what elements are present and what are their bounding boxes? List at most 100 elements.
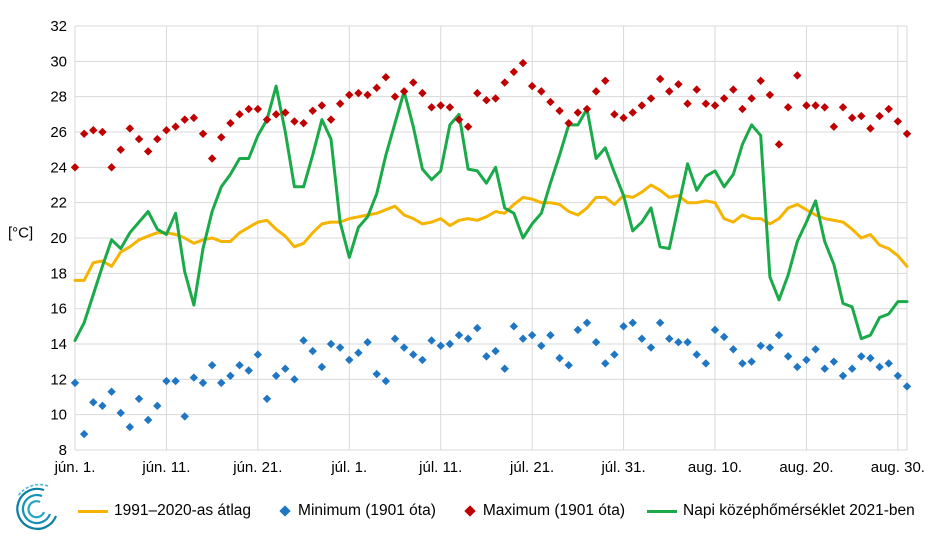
series-point-1 bbox=[674, 338, 683, 347]
series-point-1 bbox=[308, 346, 317, 356]
series-point-2 bbox=[79, 129, 89, 138]
series-point-2 bbox=[281, 108, 290, 117]
series-point-2 bbox=[409, 78, 418, 87]
series-point-2 bbox=[363, 90, 372, 100]
series-point-2 bbox=[546, 97, 555, 107]
series-point-2 bbox=[226, 118, 235, 128]
series-point-2 bbox=[665, 87, 674, 96]
x-tick-label: jún. 21. bbox=[232, 459, 282, 476]
series-point-2 bbox=[884, 104, 893, 114]
chart-grid bbox=[74, 25, 908, 451]
y-tick-label: 26 bbox=[50, 124, 67, 141]
series-point-2 bbox=[756, 76, 765, 85]
series-point-2 bbox=[473, 88, 482, 98]
legend-swatch-average bbox=[78, 509, 108, 513]
series-point-1 bbox=[783, 352, 793, 361]
series-point-1 bbox=[893, 371, 903, 380]
series-point-2 bbox=[857, 111, 866, 121]
y-tick-label: 16 bbox=[50, 301, 67, 318]
legend-swatch-2021 bbox=[647, 509, 678, 513]
series-point-2 bbox=[793, 71, 802, 80]
series-point-2 bbox=[692, 85, 701, 94]
series-point-2 bbox=[153, 134, 162, 144]
series-point-2 bbox=[747, 94, 756, 103]
series-point-1 bbox=[207, 361, 217, 370]
series-point-1 bbox=[299, 336, 308, 345]
series-point-2 bbox=[866, 124, 875, 133]
series-point-2 bbox=[372, 83, 381, 93]
series-point-1 bbox=[537, 341, 546, 350]
legend-label-minimum: Minimum (1901 óta) bbox=[298, 502, 436, 519]
x-tick-label: aug. 10. bbox=[688, 459, 742, 476]
series-point-2 bbox=[98, 127, 107, 137]
series-point-2 bbox=[436, 101, 445, 110]
series-point-2 bbox=[902, 129, 912, 138]
series-point-2 bbox=[335, 99, 345, 108]
series-point-1 bbox=[601, 359, 610, 368]
series-point-1 bbox=[290, 375, 299, 384]
series-line-3 bbox=[73, 84, 909, 342]
series-point-2 bbox=[783, 103, 793, 112]
series-point-1 bbox=[884, 359, 893, 368]
series-point-1 bbox=[646, 343, 656, 352]
chart-series bbox=[70, 58, 912, 439]
series-point-1 bbox=[765, 343, 775, 352]
series-point-2 bbox=[564, 118, 573, 128]
series-point-2 bbox=[89, 126, 98, 135]
series-point-1 bbox=[564, 361, 573, 370]
series-point-2 bbox=[299, 118, 308, 128]
x-tick-label: júl. 1. bbox=[330, 459, 367, 476]
series-point-2 bbox=[829, 122, 839, 131]
series-point-1 bbox=[518, 334, 528, 343]
series-point-2 bbox=[253, 104, 263, 114]
series-point-2 bbox=[591, 87, 601, 96]
x-tick-label: júl. 31. bbox=[600, 459, 645, 476]
series-point-2 bbox=[527, 81, 537, 91]
series-point-2 bbox=[134, 134, 144, 144]
series-point-1 bbox=[445, 339, 455, 349]
series-point-2 bbox=[290, 117, 299, 126]
y-tick-label: 12 bbox=[50, 371, 67, 388]
series-point-1 bbox=[79, 429, 89, 439]
series-point-1 bbox=[98, 401, 107, 411]
series-point-1 bbox=[335, 343, 345, 352]
series-point-1 bbox=[217, 378, 226, 388]
series-point-1 bbox=[591, 338, 601, 347]
series-point-2 bbox=[171, 122, 180, 131]
series-point-2 bbox=[765, 90, 775, 100]
series-point-1 bbox=[345, 355, 354, 365]
series-point-1 bbox=[582, 318, 592, 327]
series-point-2 bbox=[189, 113, 199, 123]
legend-item-maximum: Maximum (1901 óta) bbox=[458, 502, 625, 520]
series-point-2 bbox=[847, 113, 857, 123]
series-point-2 bbox=[308, 106, 317, 115]
series-point-1 bbox=[427, 336, 436, 345]
y-tick-label: 8 bbox=[59, 442, 67, 459]
series-point-2 bbox=[509, 67, 519, 77]
series-point-1 bbox=[271, 371, 281, 380]
series-point-2 bbox=[445, 103, 455, 112]
y-tick-label: 28 bbox=[50, 89, 67, 106]
legend-item-minimum: Minimum (1901 óta) bbox=[273, 502, 436, 520]
series-point-2 bbox=[463, 122, 473, 131]
series-point-2 bbox=[710, 101, 720, 110]
series-point-1 bbox=[409, 350, 418, 359]
series-point-2 bbox=[838, 103, 848, 112]
y-tick-label: 10 bbox=[50, 407, 67, 424]
series-point-2 bbox=[500, 78, 509, 87]
series-point-1 bbox=[793, 362, 802, 372]
series-point-1 bbox=[235, 361, 244, 370]
series-point-1 bbox=[244, 366, 253, 375]
series-point-1 bbox=[546, 330, 555, 340]
series-point-2 bbox=[390, 92, 400, 101]
y-tick-label: 32 bbox=[50, 18, 67, 35]
series-point-2 bbox=[601, 76, 610, 85]
series-point-2 bbox=[701, 99, 711, 108]
series-point-1 bbox=[418, 355, 427, 365]
series-point-2 bbox=[637, 101, 647, 110]
series-point-2 bbox=[454, 115, 464, 124]
series-point-2 bbox=[573, 108, 583, 117]
series-point-1 bbox=[317, 362, 327, 372]
series-line-0 bbox=[73, 183, 909, 282]
series-point-1 bbox=[683, 338, 692, 347]
